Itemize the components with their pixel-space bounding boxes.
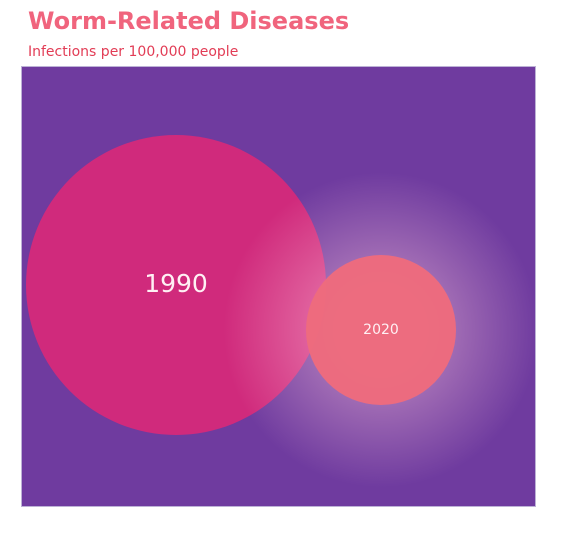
chart-subtitle: Infections per 100,000 people bbox=[28, 44, 239, 60]
bubble-label-2020: 2020 bbox=[363, 322, 399, 338]
chart-title: Worm-Related Diseases bbox=[28, 7, 350, 35]
bubble-2020[interactable] bbox=[306, 255, 456, 405]
bubble-layer: 1990 2020 bbox=[26, 135, 535, 488]
bubble-chart: 1990 2020 bbox=[21, 66, 536, 507]
bubble-label-1990: 1990 bbox=[144, 269, 208, 298]
